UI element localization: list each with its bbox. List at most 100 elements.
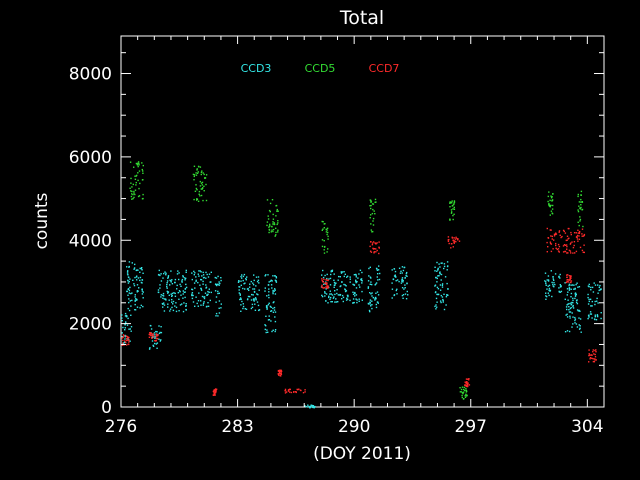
- data-point: [370, 207, 372, 210]
- data-point: [310, 404, 312, 406]
- data-point: [396, 293, 398, 295]
- data-point: [587, 317, 589, 320]
- data-point: [440, 294, 442, 297]
- data-point: [378, 278, 381, 281]
- data-point: [265, 274, 267, 276]
- data-point: [274, 316, 276, 318]
- data-point: [183, 277, 186, 279]
- data-point: [185, 308, 187, 311]
- data-point: [181, 278, 184, 281]
- data-point: [200, 300, 202, 302]
- data-point: [404, 276, 406, 279]
- data-point: [239, 298, 241, 301]
- data-point: [547, 195, 549, 198]
- data-point: [172, 309, 175, 312]
- data-point: [203, 173, 205, 176]
- data-point: [450, 209, 453, 211]
- data-point: [205, 284, 207, 286]
- data-point: [275, 276, 277, 278]
- data-point: [440, 279, 442, 281]
- data-point: [158, 273, 160, 276]
- data-point: [203, 297, 206, 300]
- data-point: [134, 303, 136, 306]
- data-point: [588, 314, 590, 316]
- data-point: [241, 277, 243, 279]
- data-point: [570, 281, 572, 284]
- data-point: [270, 306, 272, 308]
- data-point: [193, 270, 195, 273]
- data-point: [568, 302, 570, 305]
- data-point: [195, 279, 197, 281]
- data-point: [558, 245, 561, 248]
- points-layer: [121, 161, 602, 409]
- data-point: [434, 305, 436, 308]
- data-point: [142, 272, 144, 274]
- data-point: [245, 279, 247, 281]
- data-point: [578, 235, 580, 237]
- data-point: [312, 406, 314, 409]
- data-point: [575, 294, 577, 297]
- data-point: [593, 353, 595, 355]
- data-point: [451, 243, 453, 245]
- data-point: [593, 318, 596, 320]
- data-point: [326, 284, 328, 286]
- data-point: [437, 268, 439, 271]
- data-point: [566, 316, 569, 318]
- data-point: [600, 317, 602, 320]
- data-point: [566, 245, 568, 248]
- data-point: [203, 301, 205, 303]
- data-point: [205, 183, 207, 186]
- data-point: [276, 208, 278, 211]
- data-point: [553, 235, 556, 237]
- data-point: [200, 278, 202, 281]
- data-point: [377, 302, 379, 304]
- data-point: [197, 300, 200, 302]
- data-point: [269, 305, 272, 308]
- data-point: [272, 230, 274, 233]
- data-point: [580, 206, 582, 209]
- data-point: [374, 284, 376, 286]
- data-point: [167, 275, 170, 277]
- data-point: [159, 284, 161, 286]
- legend: CCD3 CCD5 CCD7: [241, 62, 400, 75]
- data-point: [435, 308, 437, 310]
- data-point: [170, 281, 172, 283]
- data-point: [335, 301, 338, 303]
- data-point: [207, 305, 210, 307]
- data-point: [438, 275, 440, 277]
- data-point: [325, 300, 327, 302]
- data-point: [327, 235, 329, 238]
- data-point: [124, 315, 127, 317]
- data-point: [218, 307, 220, 309]
- data-point: [169, 279, 171, 282]
- data-point: [569, 315, 571, 317]
- data-point: [551, 235, 553, 238]
- data-point: [323, 240, 325, 242]
- data-point: [581, 233, 583, 235]
- data-point: [574, 322, 576, 324]
- data-point: [128, 292, 130, 294]
- data-point: [243, 283, 245, 285]
- data-point: [158, 269, 160, 272]
- data-point: [140, 304, 142, 307]
- data-point: [549, 214, 551, 216]
- data-point: [551, 295, 553, 298]
- data-point: [193, 174, 196, 176]
- data-point: [579, 207, 581, 209]
- data-point: [141, 290, 143, 292]
- data-point: [131, 262, 133, 264]
- data-point: [127, 336, 129, 338]
- data-point: [214, 283, 217, 286]
- data-point: [136, 298, 138, 301]
- data-point: [279, 369, 281, 371]
- data-point: [238, 280, 240, 283]
- data-point: [375, 242, 377, 245]
- data-point: [588, 353, 590, 355]
- data-point: [152, 333, 154, 335]
- data-point: [439, 271, 441, 273]
- data-point: [449, 201, 451, 203]
- data-point: [162, 292, 165, 295]
- data-point: [567, 291, 569, 293]
- data-point: [125, 321, 127, 323]
